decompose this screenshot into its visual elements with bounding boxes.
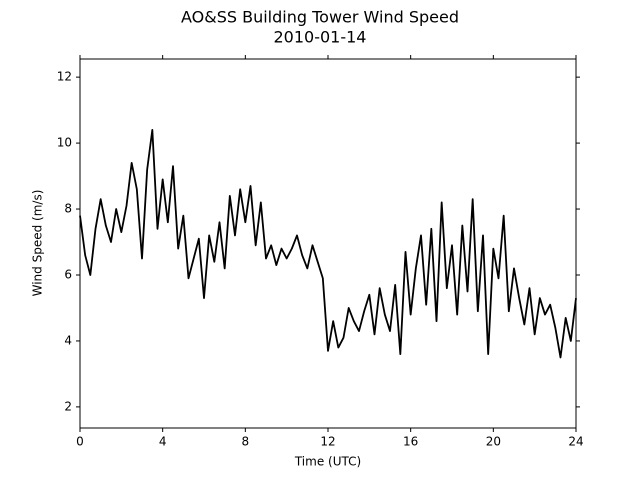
x-tick-label: 12 — [320, 435, 335, 449]
y-tick-label: 10 — [57, 136, 72, 150]
x-tick-label: 4 — [159, 435, 167, 449]
x-tick-label: 0 — [76, 435, 84, 449]
chart-title: AO&SS Building Tower Wind Speed — [181, 8, 459, 27]
x-tick-label: 24 — [568, 435, 583, 449]
x-tick-label: 8 — [242, 435, 250, 449]
y-tick-label: 2 — [64, 399, 72, 413]
y-tick-label: 12 — [57, 70, 72, 84]
x-tick-label: 20 — [486, 435, 501, 449]
x-axis-label: Time (UTC) — [294, 455, 361, 469]
y-tick-label: 4 — [64, 333, 72, 347]
y-tick-label: 6 — [64, 267, 72, 281]
y-tick-label: 8 — [64, 202, 72, 216]
chart-subtitle: 2010-01-14 — [274, 28, 367, 47]
y-axis-label: Wind Speed (m/s) — [31, 190, 45, 297]
x-tick-label: 16 — [403, 435, 418, 449]
data-line — [79, 129, 577, 359]
plot-frame — [79, 58, 577, 429]
